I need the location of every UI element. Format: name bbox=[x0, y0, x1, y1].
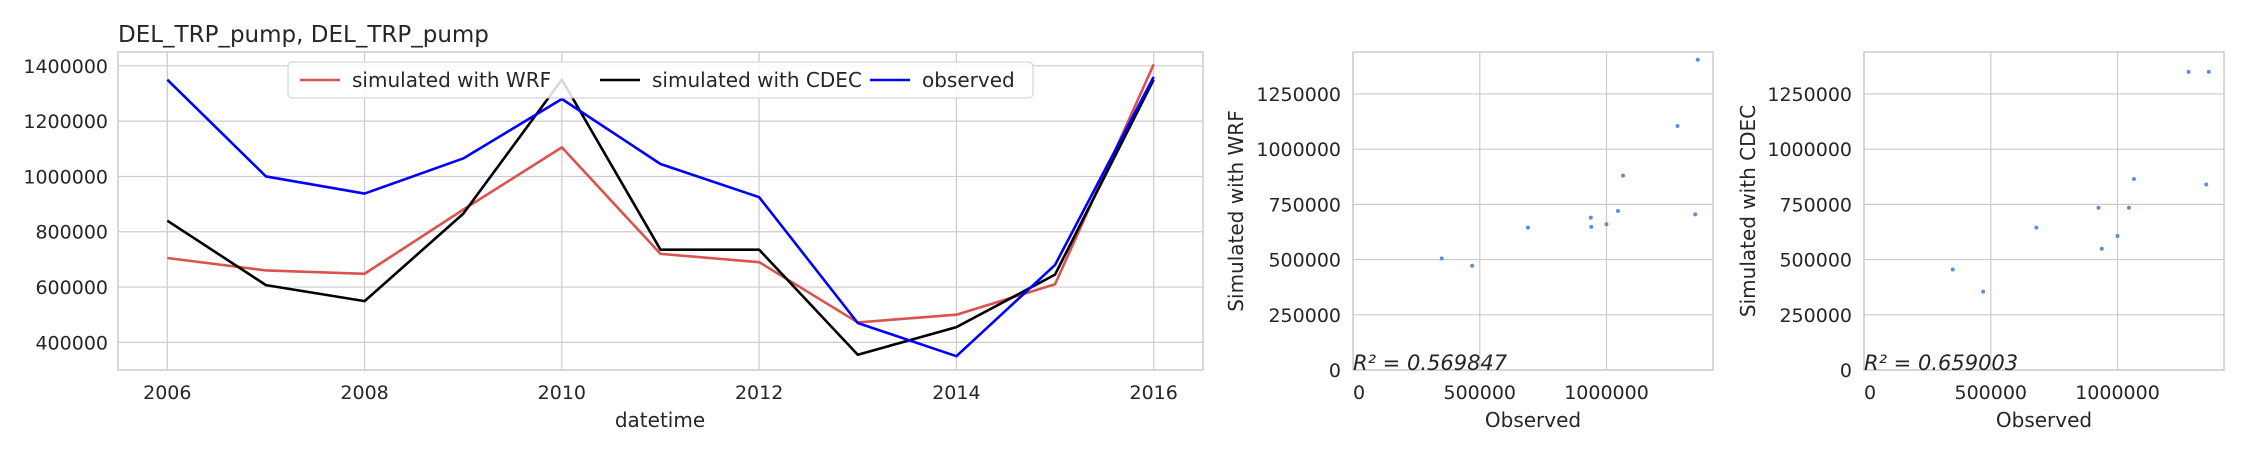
legend-label-1: simulated with WRF bbox=[352, 68, 551, 92]
scatter-point bbox=[1439, 256, 1444, 261]
series-line-2 bbox=[166, 78, 1155, 357]
series-line-3 bbox=[166, 76, 1155, 358]
scatter-wrf: 0 500000 1000000 0 250000 500000 750000 1000000… bbox=[1224, 51, 1714, 432]
scatter-wrf-x-label: Observed bbox=[1485, 408, 1581, 432]
scatter-point bbox=[2126, 205, 2131, 210]
y-tick-label: 750000 bbox=[1268, 194, 1341, 216]
scatter-cdec-x-label: Observed bbox=[1996, 408, 2092, 432]
legend: simulated with WRF simulated with CDEC obs… bbox=[287, 61, 1034, 99]
scatter-cdec-y-label: Simulated with CDEC bbox=[1736, 105, 1760, 317]
y-tick-label: 1000000 bbox=[1256, 139, 1341, 161]
scatter-point bbox=[1950, 267, 1955, 272]
y-tick-label: 1250000 bbox=[1256, 84, 1341, 106]
legend-box bbox=[287, 61, 1034, 99]
scatter-cdec-r2: R² = 0.659003 bbox=[1864, 351, 2018, 375]
scatter-point bbox=[2096, 205, 2101, 210]
series-line-1 bbox=[167, 63, 1155, 324]
x-tick-label: 1000000 bbox=[1564, 382, 1649, 404]
scatter-point bbox=[1693, 212, 1698, 217]
scatter-point bbox=[2132, 176, 2136, 181]
y-tick-label: 1400000 bbox=[23, 56, 108, 78]
scatter-wrf-frame bbox=[1352, 51, 1714, 371]
chart-title: DEL_TRP_pump, DEL_TRP_pump bbox=[118, 22, 489, 48]
x-tick-label: 2012 bbox=[735, 382, 783, 404]
scatter-cdec-frame bbox=[1863, 51, 2225, 371]
y-tick-label: 400000 bbox=[35, 332, 108, 354]
y-tick-label: 1250000 bbox=[1767, 84, 1852, 106]
scatter-wrf-y-label: Simulated with WRF bbox=[1224, 110, 1248, 311]
scatter-point bbox=[1525, 225, 1530, 230]
scatter-point bbox=[1981, 289, 1986, 294]
scatter-point bbox=[2204, 182, 2209, 187]
y-tick-label: 1000000 bbox=[23, 166, 108, 188]
x-tick-label: 2010 bbox=[538, 382, 586, 404]
y-tick-label: 750000 bbox=[1779, 194, 1852, 216]
legend-label-3: observed bbox=[922, 68, 1015, 92]
y-tick-label: 500000 bbox=[1268, 250, 1341, 272]
scatter-point bbox=[2034, 225, 2039, 230]
line-plot-frame bbox=[117, 51, 1204, 371]
scatter-cdec: 0 500000 1000000 0 250000 500000 750000 1000000… bbox=[1736, 51, 2225, 432]
x-tick-label: 500000 bbox=[1443, 382, 1516, 404]
scatter-point bbox=[1695, 57, 1700, 62]
y-tick-label: 1200000 bbox=[23, 111, 108, 133]
y-tick-label: 250000 bbox=[1779, 305, 1852, 327]
y-tick-label: 600000 bbox=[35, 277, 108, 299]
x-tick-label: 2016 bbox=[1130, 382, 1178, 404]
scatter-point bbox=[2186, 69, 2191, 74]
x-tick-label: 2008 bbox=[340, 382, 388, 404]
y-tick-label: 250000 bbox=[1268, 305, 1341, 327]
x-tick-label: 1000000 bbox=[2075, 382, 2160, 404]
scatter-point bbox=[1588, 215, 1593, 220]
y-tick-label: 800000 bbox=[35, 222, 108, 244]
y-tick-label: 0 bbox=[1840, 360, 1852, 382]
x-tick-label: 0 bbox=[1353, 382, 1365, 404]
scatter-point bbox=[1621, 173, 1625, 178]
x-tick-label: 2006 bbox=[143, 382, 191, 404]
scatter-point bbox=[1615, 209, 1620, 213]
x-tick-label: 500000 bbox=[1954, 382, 2027, 404]
scatter-point bbox=[1589, 224, 1594, 229]
x-tick-label: 0 bbox=[1864, 382, 1876, 404]
y-tick-label: 1000000 bbox=[1767, 139, 1852, 161]
scatter-point bbox=[2206, 69, 2211, 74]
scatter-wrf-r2: R² = 0.569847 bbox=[1353, 351, 1508, 375]
scatter-point bbox=[2099, 246, 2104, 251]
scatter-point bbox=[1604, 222, 1609, 227]
scatter-point bbox=[1675, 123, 1680, 128]
x-axis-label: datetime bbox=[615, 408, 705, 432]
y-tick-label: 500000 bbox=[1779, 250, 1852, 272]
x-tick-label: 2014 bbox=[932, 382, 980, 404]
scatter-point bbox=[1470, 263, 1475, 268]
legend-label-2: simulated with CDEC bbox=[652, 68, 862, 92]
line-chart: DEL_TRP_pump, DEL_TRP_pump 2006 2008 2010 2… bbox=[23, 22, 1204, 432]
scatter-point bbox=[2115, 233, 2120, 238]
y-tick-label: 0 bbox=[1329, 360, 1341, 382]
